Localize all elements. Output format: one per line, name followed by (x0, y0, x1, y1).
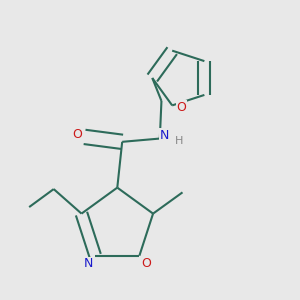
Text: O: O (142, 257, 152, 270)
Text: O: O (176, 100, 186, 113)
Text: H: H (175, 136, 183, 146)
Text: N: N (83, 257, 93, 270)
Text: N: N (160, 129, 169, 142)
Text: O: O (72, 128, 82, 141)
